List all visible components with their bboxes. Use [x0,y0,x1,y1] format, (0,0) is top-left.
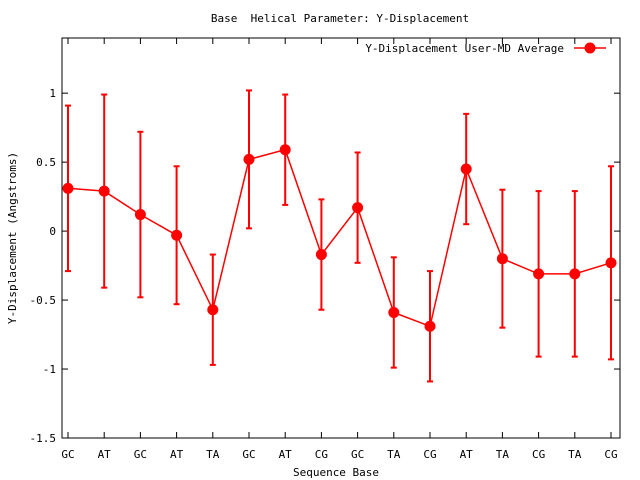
legend-label: Y-Displacement User-MD Average [365,42,564,55]
data-point [352,202,364,214]
x-tick-label: GC [134,448,147,461]
data-point [207,304,219,316]
data-point [279,144,291,156]
x-tick-label: AT [170,448,184,461]
series-layer [62,89,617,383]
x-tick-label: CG [315,448,328,461]
x-tick-label: CG [604,448,617,461]
data-point [460,163,472,175]
plot-frame [61,37,621,439]
x-axis: GC AT GC AT TA GC AT CG GC TA CG AT TA CG TA CG [61,38,618,461]
y-axis: 1 0.5 0 -0.5 -1 -1.5 [30,87,620,445]
x-tick-label: GC [61,448,74,461]
x-tick-label: AT [279,448,293,461]
legend-marker [584,42,596,54]
y-tick-label: 0.5 [36,156,56,169]
data-point [243,153,255,165]
y-tick-label: 1 [49,87,56,100]
data-point [171,229,183,241]
chart-title: Base Helical Parameter: Y-Displacement [211,12,469,25]
data-point [98,185,110,197]
x-tick-label: CG [423,448,436,461]
y-axis-label: Y-Displacement (Angstroms) [6,152,19,324]
y-tick-label: 0 [49,225,56,238]
x-tick-label: TA [496,448,510,461]
data-point [62,182,74,194]
x-tick-label: AT [460,448,474,461]
data-point [424,320,436,332]
x-tick-label: TA [206,448,220,461]
x-tick-label: TA [387,448,401,461]
legend: Y-Displacement User-MD Average [365,42,606,55]
data-point [388,306,400,318]
y-tick-label: -1 [43,363,56,376]
data-point [605,257,617,269]
y-tick-label: -0.5 [30,294,57,307]
data-point [533,268,545,280]
y-tick-label: -1.5 [30,432,57,445]
x-tick-label: TA [568,448,582,461]
data-point [315,249,327,261]
x-tick-label: GC [351,448,364,461]
data-point [134,209,146,221]
series-line [67,148,612,328]
x-tick-label: AT [98,448,112,461]
x-tick-label: GC [242,448,255,461]
x-tick-label: CG [532,448,545,461]
x-axis-label: Sequence Base [293,466,379,479]
data-point [569,268,581,280]
data-point [496,253,508,265]
